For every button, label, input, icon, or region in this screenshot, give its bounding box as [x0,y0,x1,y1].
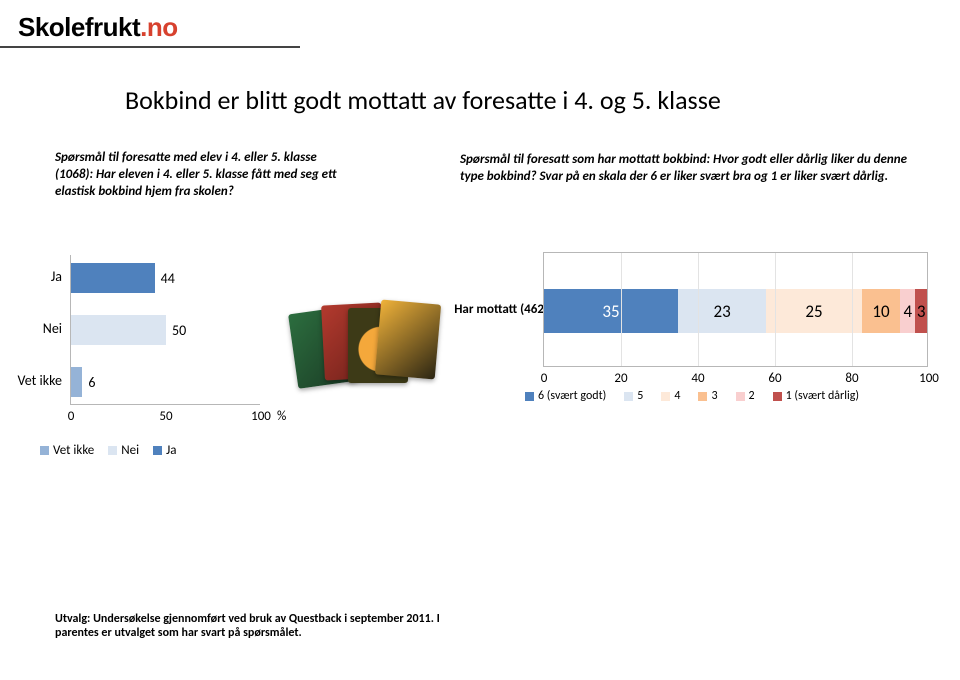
legend-swatch [698,392,707,401]
chart-left-category-label: Ja [7,268,62,285]
chart-right-gridline [775,253,776,366]
chart-left-bar-row: 6 [71,367,261,397]
chart-right-segment: 23 [678,289,766,333]
chart-left-xtick: 100 [251,409,271,424]
legend-item: Nei [108,443,139,458]
legend-swatch [525,392,534,401]
chart-right-plot: 3523251043 020406080100 [543,252,928,367]
chart-right-xtick: 100 [919,371,939,386]
chart-left-bar-row: 50 [71,315,261,345]
legend-label: 3 [711,389,717,403]
chart-left-value: 44 [161,270,175,287]
chart-left-bar-row: 44 [71,263,261,293]
logo-text: Skolefrukt [18,12,140,42]
books-image [293,300,438,395]
legend-item: 2 [736,389,755,403]
legend-item: 3 [698,389,717,403]
legend-item: 1 (svært dårlig) [773,389,859,403]
chart-right-segment: 4 [900,289,915,333]
question-right: Spørsmål til foresatt som har mottatt bo… [460,152,930,186]
chart-left-value: 50 [172,322,186,339]
chart-left-xtick: 50 [159,409,172,424]
chart-left-xtick: 0 [68,409,75,424]
chart-left-value: 6 [88,374,95,391]
legend-item: 5 [624,389,643,403]
footnote: Utvalg: Undersøkelse gjennomført ved bru… [55,612,485,640]
logo: Skolefrukt.no [18,12,178,43]
legend-label: 2 [749,389,755,403]
legend-item: 4 [661,389,680,403]
chart-right-xtick: 60 [768,371,781,386]
logo-underline [0,46,300,48]
chart-right-segment: 10 [862,289,900,333]
chart-right-gridline [698,253,699,366]
chart-left-category-label: Nei [7,320,62,337]
chart-right-xtick: 80 [845,371,858,386]
chart-left-plot: 44Ja50Nei6Vet ikke050100% [70,255,260,405]
book-icon [375,300,441,380]
chart-right-legend: 6 (svært godt) 5 4 3 2 1 (svært dårlig) [525,389,945,403]
legend-label: 5 [637,389,643,403]
chart-left-bar [71,263,155,293]
page-title: Bokbind er blitt godt mottatt av foresat… [125,84,721,116]
chart-right-bar: 3523251043 [544,289,927,333]
legend-item: Ja [153,443,176,458]
chart-right-segment: 35 [544,289,678,333]
question-left: Spørsmål til foresatte med elev i 4. ell… [55,150,355,201]
legend-item: 6 (svært godt) [525,389,606,403]
chart-right-segment: 25 [766,289,862,333]
logo-suffix: .no [140,12,178,42]
legend-label: Ja [166,443,176,458]
legend-swatch [153,446,162,455]
legend-label: 6 (svært godt) [538,389,606,403]
legend-swatch [773,392,782,401]
legend-label: 4 [674,389,680,403]
legend-swatch [40,446,49,455]
legend-label: 1 (svært dårlig) [786,389,859,403]
legend-label: Nei [121,443,139,458]
chart-left-category-label: Vet ikke [7,372,62,389]
chart-right-category-label: Har mottatt (462) [454,302,548,317]
legend-label: Vet ikke [53,443,94,458]
chart-left: 44Ja50Nei6Vet ikke050100% Vet ikke Nei Ja [10,255,290,440]
chart-left-legend: Vet ikke Nei Ja [40,443,177,458]
chart-left-bar [71,315,166,345]
chart-right-xtick: 20 [614,371,627,386]
chart-right-gridline [621,253,622,366]
chart-right-xtick: 0 [541,371,548,386]
legend-swatch [624,392,633,401]
chart-left-x-unit: % [277,409,286,424]
chart-right-xtick: 40 [691,371,704,386]
chart-right-gridline [852,253,853,366]
legend-swatch [108,446,117,455]
chart-right: Har mottatt (462) 3523251043 02040608010… [435,252,940,422]
legend-swatch [661,392,670,401]
chart-left-bar [71,367,82,397]
legend-item: Vet ikke [40,443,94,458]
legend-swatch [736,392,745,401]
chart-right-segment: 3 [915,289,926,333]
